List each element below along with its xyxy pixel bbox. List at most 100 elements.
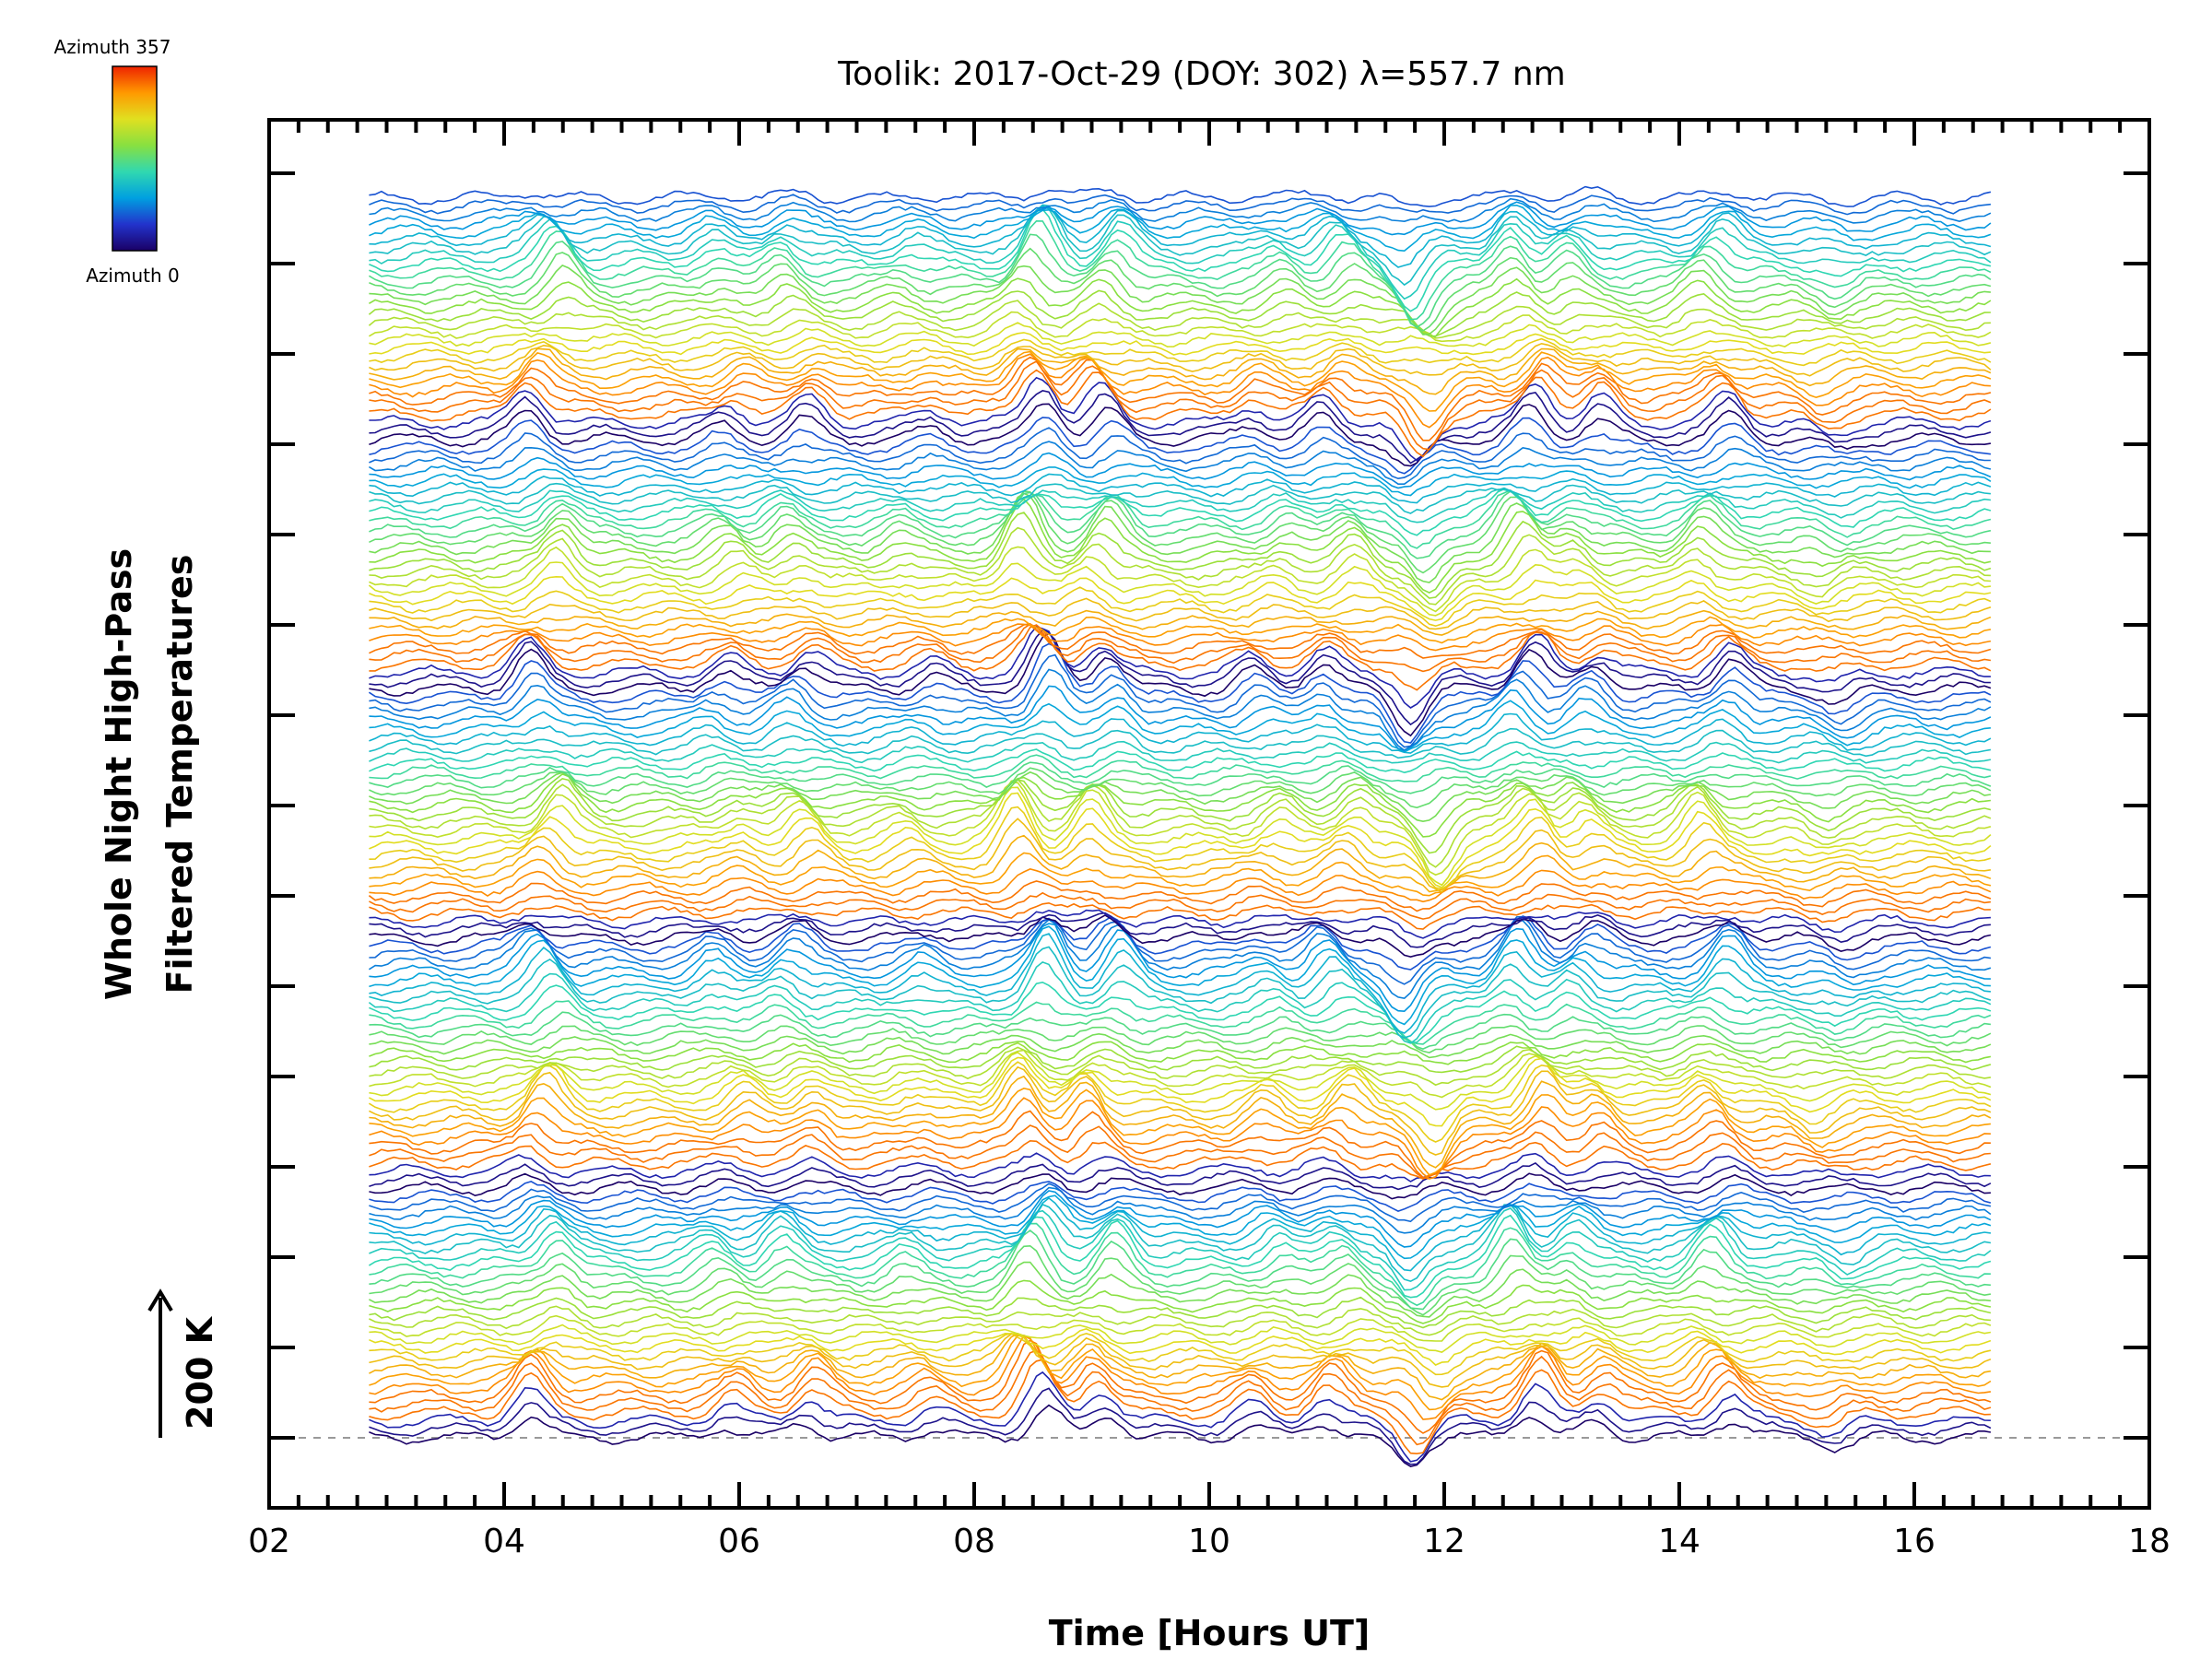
- temperature-trace: [369, 806, 1992, 890]
- temperature-trace: [369, 629, 1991, 726]
- x-axis-ticks: [267, 120, 2151, 1508]
- x-tick-label: 08: [953, 1523, 995, 1560]
- temperature-trace: [369, 322, 1992, 348]
- temperature-trace: [368, 919, 1992, 1000]
- temperature-trace: [369, 1181, 1992, 1212]
- temperature-trace: [369, 1261, 1991, 1318]
- temperature-trace: [369, 347, 1992, 395]
- temperature-trace: [369, 488, 1991, 524]
- temperature-trace: [369, 1190, 1992, 1248]
- temperature-trace: [369, 915, 1992, 971]
- temperature-trace: [369, 1124, 1991, 1179]
- temperature-trace: [369, 933, 1991, 1034]
- temperature-trace: [369, 1196, 1992, 1272]
- temperature-trace: [369, 1371, 1991, 1463]
- temperature-trace: [369, 981, 1992, 1043]
- colorbar-gradient: [112, 65, 158, 252]
- temperature-trace: [369, 685, 1992, 751]
- temperature-trace: [368, 233, 1992, 328]
- temperature-trace: [369, 754, 1992, 782]
- temperature-trace: [369, 891, 1991, 920]
- temperature-trace: [368, 880, 1992, 912]
- temperature-trace: [369, 782, 1992, 877]
- temperature-trace: [369, 624, 1992, 691]
- temperature-trace: [369, 264, 1991, 335]
- temperature-trace: [369, 786, 1992, 887]
- temperature-trace: [369, 923, 1991, 1013]
- temperature-trace: [369, 247, 1992, 332]
- temperature-trace: [369, 201, 1992, 236]
- temperature-trace: [369, 1186, 1992, 1234]
- x-tick-label: 16: [1893, 1523, 1936, 1560]
- temperature-trace: [369, 772, 1991, 838]
- temperature-trace: [368, 561, 1991, 617]
- temperature-trace: [369, 488, 1992, 536]
- temperature-trace: [368, 642, 1992, 744]
- temperature-trace: [369, 778, 1992, 854]
- temperature-trace: [369, 1182, 1992, 1223]
- temperature-trace: [369, 740, 1992, 764]
- temperature-trace: [369, 625, 1991, 709]
- temperature-trace: [369, 834, 1992, 893]
- temperature-trace: [369, 1222, 1991, 1307]
- temperature-trace: [369, 778, 1992, 868]
- temperature-trace: [369, 219, 1992, 321]
- temperature-trace: [369, 1049, 1992, 1099]
- x-axis-label: Time [Hours UT]: [1049, 1613, 1371, 1653]
- temperature-trace: [369, 622, 1992, 659]
- temperature-trace: [369, 194, 1991, 216]
- temperature-trace: [369, 1296, 1992, 1329]
- temperature-trace: [368, 1061, 1992, 1143]
- x-tick-label: 04: [483, 1523, 525, 1560]
- temperature-trace: [369, 1404, 1992, 1467]
- temperature-trace: [369, 473, 1992, 504]
- temperature-trace: [369, 1229, 1991, 1311]
- temperature-trace: [369, 1011, 1991, 1050]
- temperature-trace: [369, 912, 1991, 948]
- temperature-trace: [369, 1025, 1992, 1053]
- temperature-trace: [369, 546, 1991, 613]
- temperature-trace: [369, 356, 1992, 441]
- temperature-trace: [369, 1152, 1991, 1182]
- x-tick-label: 06: [718, 1523, 760, 1560]
- temperature-trace: [369, 205, 1992, 268]
- x-tick-label: 10: [1188, 1523, 1230, 1560]
- temperature-trace: [369, 452, 1992, 489]
- temperature-trace: [369, 490, 1991, 574]
- temperature-trace: [369, 427, 1991, 480]
- temperature-trace: [369, 818, 1992, 893]
- traces-group: [368, 185, 1992, 1467]
- temperature-trace: [369, 653, 1992, 748]
- temperature-trace: [369, 369, 1992, 458]
- scale-bar-label: 200 K: [180, 1315, 220, 1430]
- temperature-trace: [369, 488, 1992, 549]
- temperature-trace: [369, 1000, 1992, 1045]
- temperature-trace: [368, 960, 1992, 1044]
- temperature-trace: [369, 1139, 1992, 1181]
- temperature-trace: [369, 1324, 1992, 1353]
- temperature-trace: [369, 712, 1992, 754]
- temperature-trace: [369, 1046, 1992, 1087]
- temperature-trace: [369, 1161, 1992, 1191]
- chart-title: Toolik: 2017-Oct-29 (DOY: 302) λ=557.7 n…: [837, 55, 1565, 93]
- y-axis-label-line1: Whole Night High-Pass: [99, 548, 139, 1000]
- temperature-trace: [369, 609, 1992, 636]
- temperature-trace: [369, 490, 1992, 559]
- temperature-trace: [369, 668, 1992, 751]
- temperature-trace: [369, 1328, 1992, 1366]
- x-tick-label: 14: [1658, 1523, 1700, 1560]
- temperature-trace: [368, 1214, 1992, 1299]
- temperature-trace: [369, 1207, 1992, 1291]
- temperature-trace: [369, 631, 1992, 737]
- temperature-trace: [369, 1203, 1992, 1283]
- temperature-trace: [369, 185, 1992, 207]
- temperature-trace: [369, 914, 1992, 959]
- temperature-trace: [369, 1088, 1991, 1176]
- temperature-trace: [368, 311, 1992, 343]
- temperature-trace: [369, 1359, 1991, 1455]
- temperature-trace: [369, 482, 1991, 514]
- scale-bar-arrow-head: [147, 1288, 173, 1312]
- temperature-trace: [369, 761, 1992, 794]
- temperature-trace: [369, 767, 1992, 809]
- temperature-trace: [368, 441, 1992, 485]
